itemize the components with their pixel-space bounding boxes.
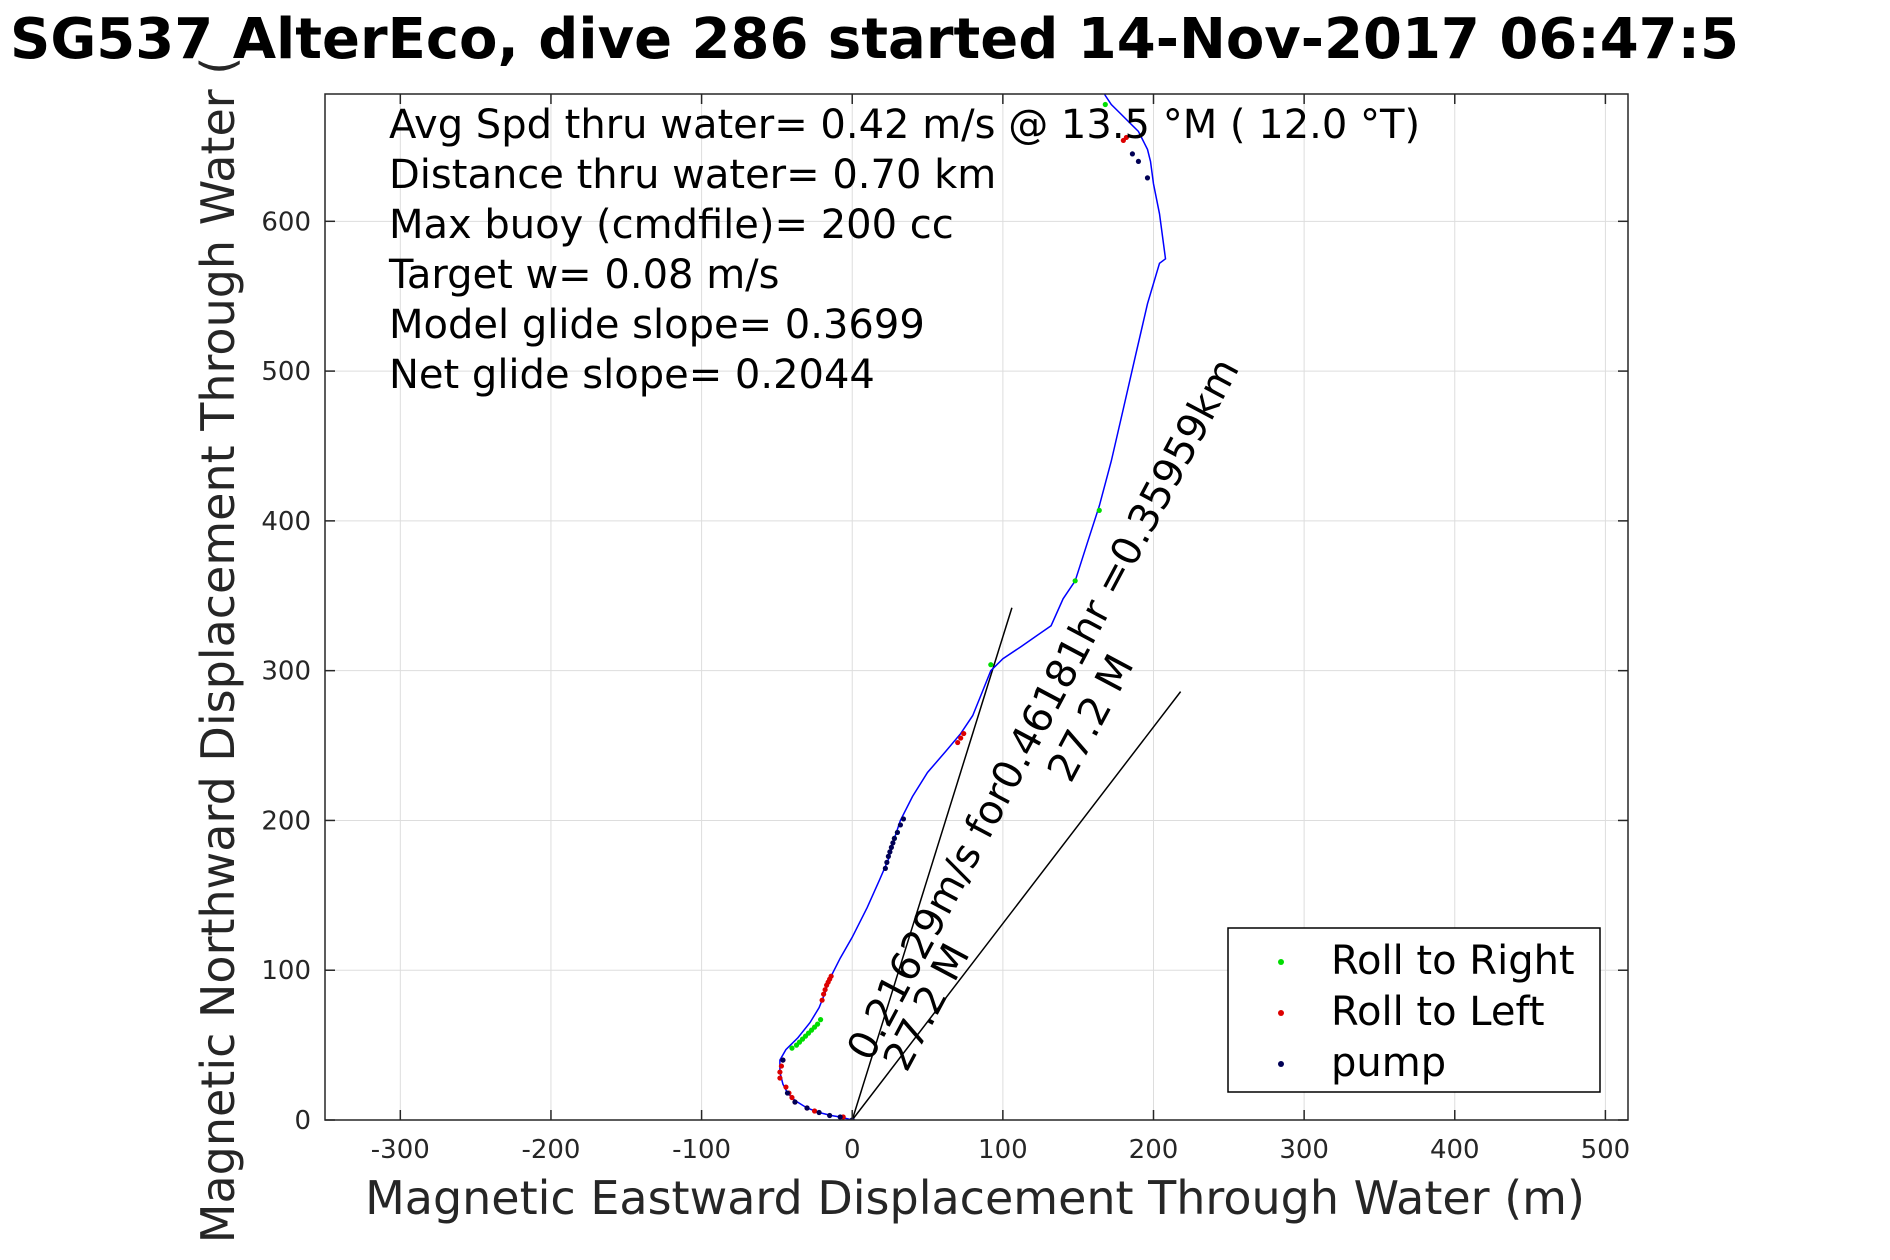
x-tick-label: -200 [521, 1135, 580, 1165]
x-tick-label: -100 [672, 1135, 731, 1165]
x-tick-label: 100 [978, 1135, 1028, 1165]
heading-line [851, 607, 1013, 1120]
marker-point [1144, 175, 1151, 181]
markers [777, 101, 1151, 1120]
marker-point [780, 1057, 786, 1063]
marker-point [837, 1114, 843, 1120]
track-line [779, 94, 1167, 1120]
x-tick-label: 300 [1279, 1135, 1329, 1165]
marker-point [884, 859, 890, 865]
stat-line: Max buoy (cmdfile)= 200 cc [389, 202, 954, 248]
marker-point [777, 1075, 783, 1081]
marker-point [882, 865, 888, 871]
marker-point [778, 1063, 785, 1069]
y-tick-label: 0 [294, 1106, 311, 1136]
stats-block: Avg Spd thru water= 0.42 m/s @ 13.5 °M (… [388, 102, 1420, 398]
marker-point [821, 991, 827, 997]
marker-point [783, 1084, 789, 1090]
y-tick-label: 100 [261, 956, 311, 986]
marker-point [804, 1105, 810, 1111]
x-tick-label: 200 [1129, 1135, 1179, 1165]
x-tick-label: 400 [1430, 1135, 1480, 1165]
axes-box [324, 93, 1629, 1121]
y-tick-label: 200 [261, 806, 311, 836]
marker-point [891, 835, 898, 842]
marker-point [827, 1112, 833, 1119]
marker-point [1129, 151, 1136, 157]
marker-point [885, 853, 891, 859]
x-tick-label: 500 [1581, 1135, 1631, 1165]
legend-marker [1278, 1061, 1284, 1067]
marker-point [817, 1017, 824, 1023]
marker-point [784, 1090, 791, 1096]
marker-point [789, 1094, 795, 1101]
stat-line: Avg Spd thru water= 0.42 m/s @ 13.5 °M (… [389, 102, 1420, 148]
marker-point [900, 816, 907, 822]
marker-point [792, 1099, 798, 1105]
y-tick-label: 600 [261, 207, 311, 237]
x-tick-label: 0 [844, 1135, 861, 1165]
marker-point [955, 739, 961, 746]
marker-point [1123, 134, 1129, 141]
stat-line: Target w= 0.08 m/s [388, 252, 779, 298]
marker-point [822, 987, 828, 993]
marker-point [816, 1109, 822, 1116]
x-axis-label: Magnetic Eastward Displacement Through W… [365, 1171, 1585, 1225]
marker-point [789, 1045, 795, 1051]
legend-label: Roll to Right [1331, 938, 1575, 984]
heading-line [851, 691, 1182, 1120]
stat-line: Model glide slope= 0.3699 [389, 302, 925, 348]
y-tick-label: 400 [261, 507, 311, 537]
marker-point [1135, 158, 1142, 165]
marker-point [814, 1021, 821, 1027]
marker-point [897, 822, 904, 828]
y-tick-label: 300 [261, 657, 311, 687]
legend: Roll to Right Roll to Left pump [1227, 927, 1601, 1093]
marker-point [890, 840, 896, 846]
marker-point [828, 973, 834, 979]
x-tick-label: -300 [371, 1135, 430, 1165]
y-tick-label: 500 [261, 357, 311, 387]
stat-line: Net glide slope= 0.2044 [389, 352, 875, 398]
marker-point [888, 844, 894, 850]
legend-marker [1278, 1010, 1284, 1016]
chart-title: SG537 AlterEco, dive 286 started 14-Nov-… [10, 7, 1739, 72]
legend-label: pump [1331, 1040, 1446, 1086]
plot-lines [779, 94, 1182, 1120]
marker-point [819, 997, 825, 1003]
marker-point [887, 849, 893, 855]
marker-point [961, 730, 967, 737]
legend-box [1227, 927, 1601, 1093]
marker-point [1072, 578, 1078, 584]
marker-point [958, 735, 964, 741]
legend-label: Roll to Left [1331, 989, 1545, 1035]
marker-point [1102, 101, 1108, 108]
legend-marker [1278, 959, 1284, 965]
y-axis-label: Magnetic Northward Displacement Through … [191, 57, 245, 1243]
marker-point [988, 662, 994, 668]
marker-point [1096, 507, 1102, 513]
marker-point [777, 1069, 783, 1075]
marker-point [811, 1108, 818, 1114]
marker-point [894, 829, 901, 836]
ticks: -300 -200 -100 0 100 200 300 400 500 0 100 200 300 40… [261, 94, 1630, 1165]
stat-line: Distance thru water= 0.70 km [389, 152, 996, 198]
